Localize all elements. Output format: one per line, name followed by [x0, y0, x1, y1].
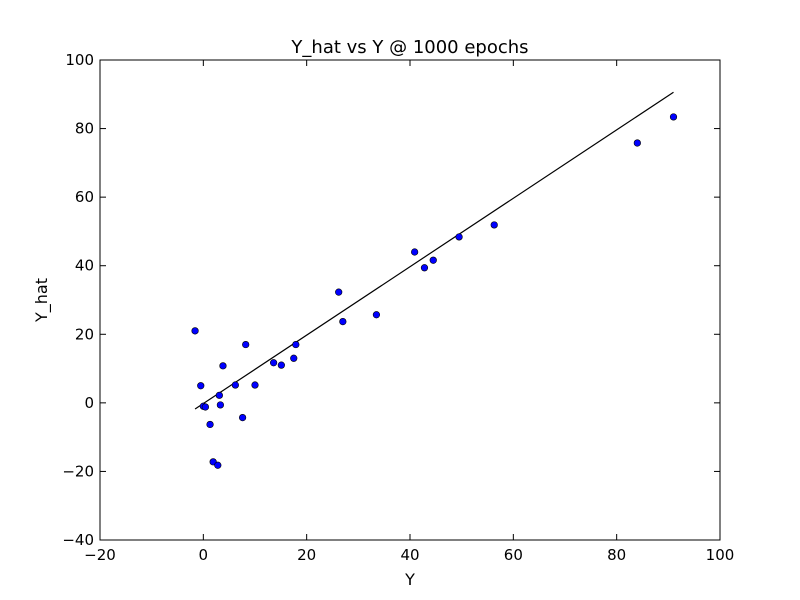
x-tick-label: 0 [199, 546, 209, 564]
x-tick-label: 80 [607, 546, 626, 564]
x-tick-label: 20 [297, 546, 316, 564]
data-point [197, 382, 205, 390]
data-point [231, 381, 239, 389]
y-tick-label: 100 [65, 51, 94, 69]
data-point [669, 113, 678, 121]
data-point [239, 414, 247, 422]
data-point [292, 340, 300, 349]
data-point [455, 233, 463, 241]
data-point [215, 391, 223, 399]
chart-title: Y_hat vs Y @ 1000 epochs [290, 37, 528, 58]
data-point [372, 311, 381, 319]
fit-line [194, 91, 674, 410]
y-tick-label: 20 [75, 325, 94, 343]
data-point [219, 362, 227, 370]
x-axis-label: Y [404, 570, 415, 589]
data-point [429, 256, 437, 264]
data-point [216, 401, 224, 409]
plot-content [191, 91, 678, 469]
data-point [420, 264, 429, 272]
x-tick-label: 60 [504, 546, 523, 564]
data-point [214, 461, 222, 469]
data-point [411, 248, 419, 256]
y-tick-label: 0 [84, 394, 94, 412]
data-point [277, 361, 285, 369]
y-tick-label: −40 [62, 531, 94, 549]
data-point [335, 288, 343, 296]
data-point [191, 327, 199, 335]
y-axis-label: Y_hat [32, 278, 52, 323]
data-point [270, 359, 278, 367]
data-point [490, 221, 498, 229]
x-tick-label: 100 [706, 546, 735, 564]
data-point [201, 403, 209, 411]
y-tick-label: 40 [75, 257, 94, 275]
y-tick-label: 60 [75, 188, 94, 206]
data-point [242, 340, 250, 349]
y-tick-label: 80 [75, 120, 94, 138]
data-point [206, 420, 214, 429]
data-point [290, 354, 298, 362]
x-tick-label: −20 [84, 546, 116, 564]
data-point [251, 381, 259, 389]
y-tick-label: −20 [62, 462, 94, 480]
data-point [339, 318, 347, 326]
x-tick-label: 40 [400, 546, 419, 564]
data-point [633, 139, 641, 147]
